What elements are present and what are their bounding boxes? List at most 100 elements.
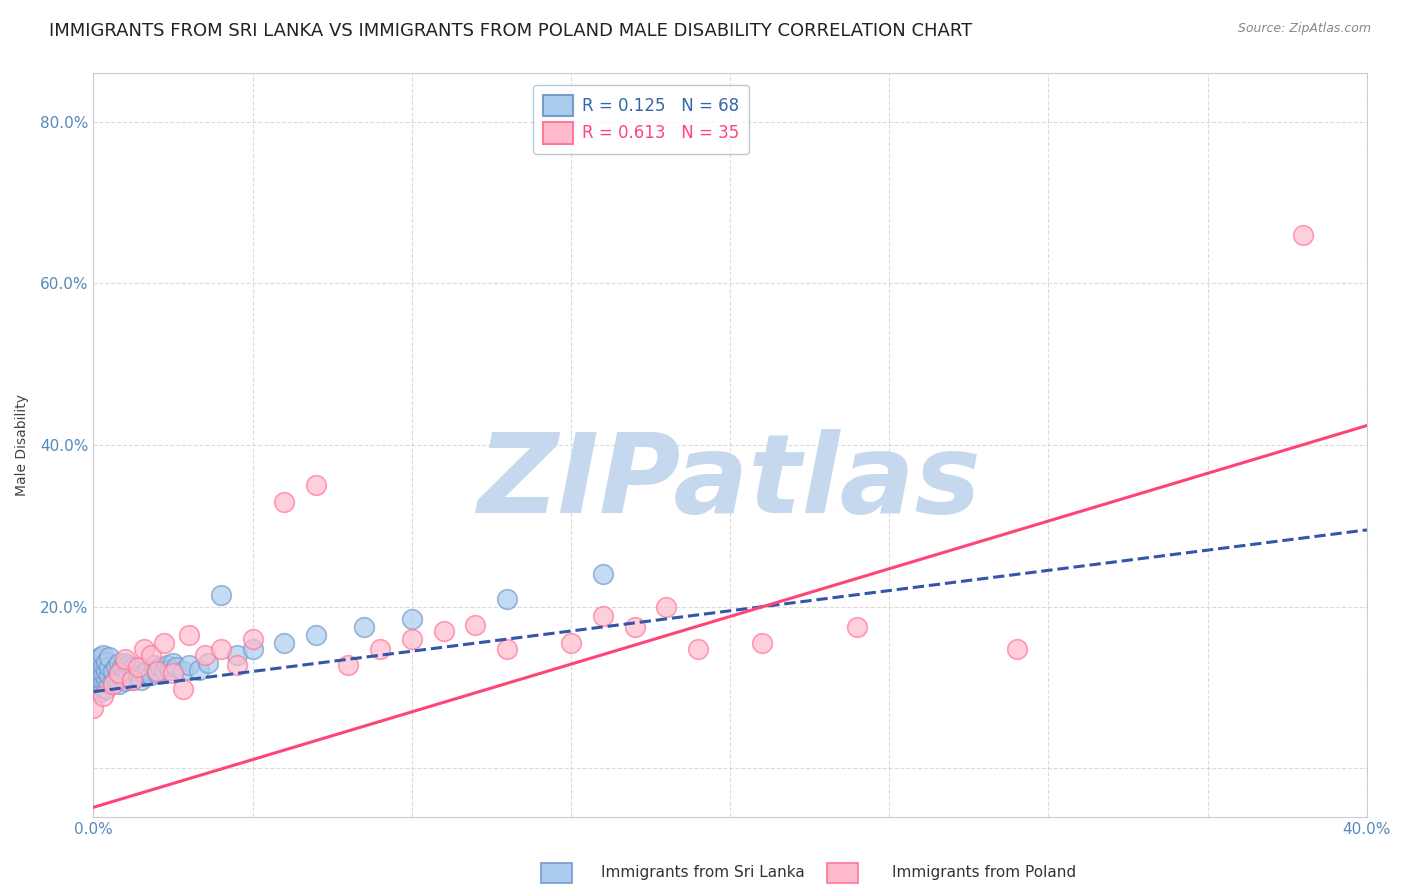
- Point: [305, 628, 328, 642]
- Point: [127, 668, 149, 682]
- Point: [114, 674, 136, 689]
- Point: [496, 591, 519, 606]
- Point: [89, 666, 111, 681]
- Point: [98, 649, 121, 664]
- Point: [96, 682, 118, 697]
- Point: [146, 666, 169, 681]
- Text: Immigrants from Sri Lanka: Immigrants from Sri Lanka: [602, 865, 804, 880]
- Text: IMMIGRANTS FROM SRI LANKA VS IMMIGRANTS FROM POLAND MALE DISABILITY CORRELATION : IMMIGRANTS FROM SRI LANKA VS IMMIGRANTS …: [49, 22, 973, 40]
- Point: [152, 665, 174, 679]
- Point: [104, 660, 127, 674]
- Point: [751, 636, 773, 650]
- Point: [560, 636, 582, 650]
- Point: [114, 657, 136, 671]
- Point: [194, 648, 217, 663]
- Point: [139, 648, 162, 663]
- Point: [1005, 641, 1028, 656]
- Point: [91, 674, 114, 689]
- Point: [82, 668, 104, 682]
- Point: [96, 673, 118, 687]
- Point: [91, 657, 114, 672]
- Point: [96, 655, 118, 669]
- Point: [156, 657, 179, 672]
- Point: [91, 648, 114, 663]
- Point: [91, 666, 114, 681]
- Point: [101, 676, 124, 690]
- Point: [104, 673, 127, 687]
- Point: [121, 660, 143, 674]
- Point: [152, 636, 174, 650]
- Point: [655, 599, 678, 614]
- Point: [496, 641, 519, 656]
- Point: [242, 641, 264, 656]
- Point: [305, 478, 328, 492]
- Point: [401, 632, 423, 646]
- Point: [86, 674, 108, 689]
- Point: [114, 652, 136, 666]
- Point: [111, 671, 134, 685]
- Point: [117, 668, 139, 682]
- Point: [172, 682, 194, 697]
- Point: [129, 673, 152, 687]
- Point: [368, 641, 391, 656]
- Point: [177, 628, 200, 642]
- Point: [401, 612, 423, 626]
- Point: [433, 624, 456, 638]
- Point: [108, 666, 131, 681]
- Point: [89, 649, 111, 664]
- Point: [273, 636, 295, 650]
- Point: [121, 673, 143, 687]
- Text: Source: ZipAtlas.com: Source: ZipAtlas.com: [1237, 22, 1371, 36]
- Legend: R = 0.125   N = 68, R = 0.613   N = 35: R = 0.125 N = 68, R = 0.613 N = 35: [533, 85, 749, 153]
- Point: [91, 681, 114, 695]
- Point: [172, 665, 194, 679]
- Point: [592, 609, 614, 624]
- Point: [197, 657, 219, 671]
- Point: [82, 701, 104, 715]
- Point: [108, 666, 131, 681]
- Point: [134, 641, 156, 656]
- Point: [623, 620, 645, 634]
- Point: [209, 641, 232, 656]
- Point: [108, 657, 131, 671]
- Point: [225, 648, 247, 663]
- Point: [101, 674, 124, 689]
- Text: Immigrants from Poland: Immigrants from Poland: [893, 865, 1076, 880]
- Point: [91, 689, 114, 703]
- Point: [149, 660, 172, 674]
- Point: [101, 665, 124, 679]
- Point: [165, 660, 187, 674]
- Point: [82, 681, 104, 695]
- Point: [139, 668, 162, 682]
- Point: [337, 657, 360, 672]
- Point: [242, 632, 264, 646]
- Text: ZIPatlas: ZIPatlas: [478, 429, 981, 536]
- Point: [117, 657, 139, 672]
- Point: [98, 660, 121, 674]
- Point: [96, 665, 118, 679]
- Point: [146, 665, 169, 679]
- Point: [688, 641, 710, 656]
- Point: [592, 567, 614, 582]
- Point: [127, 660, 149, 674]
- Point: [111, 660, 134, 674]
- Point: [1292, 227, 1315, 242]
- Point: [846, 620, 869, 634]
- Point: [209, 588, 232, 602]
- Point: [89, 657, 111, 672]
- Point: [89, 673, 111, 687]
- Point: [225, 657, 247, 672]
- Point: [86, 652, 108, 666]
- Point: [134, 666, 156, 681]
- Point: [464, 617, 486, 632]
- Point: [86, 666, 108, 681]
- Point: [98, 676, 121, 690]
- Point: [142, 657, 165, 672]
- Point: [108, 676, 131, 690]
- Point: [187, 663, 209, 677]
- Point: [121, 673, 143, 687]
- Point: [136, 663, 159, 677]
- Point: [124, 665, 146, 679]
- Point: [162, 666, 184, 681]
- Point: [89, 684, 111, 698]
